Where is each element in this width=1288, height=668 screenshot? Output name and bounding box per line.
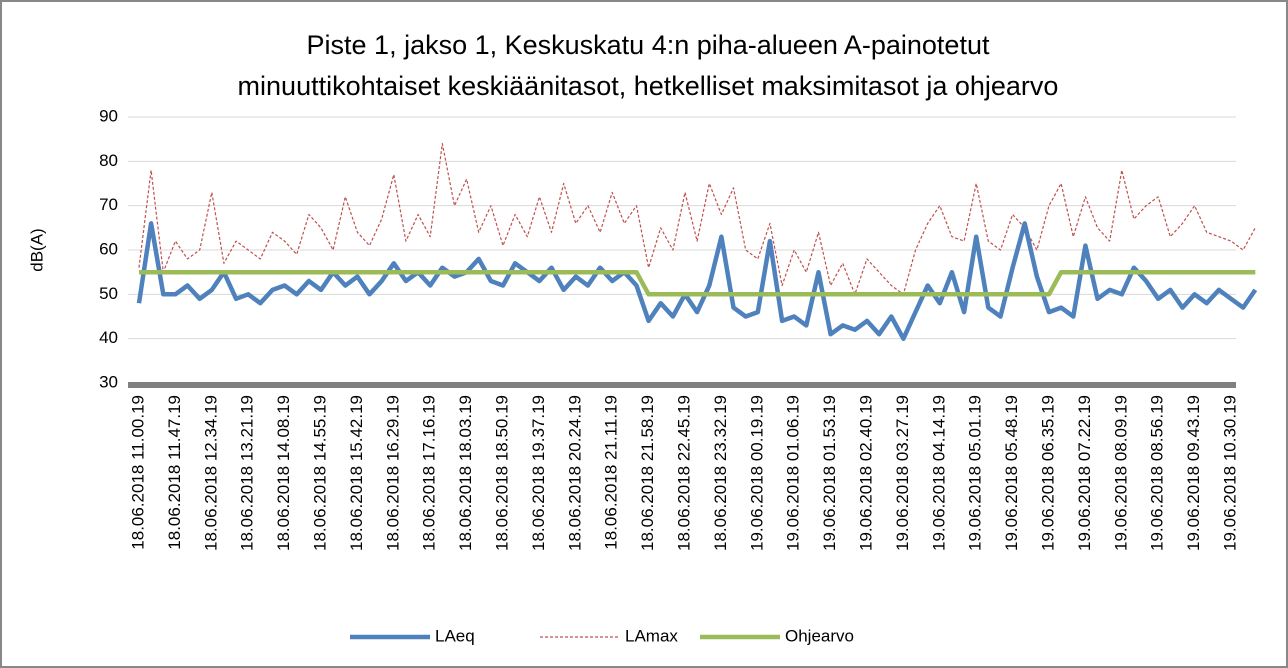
x-tick-label: 19.06.2018 02.40.19 (856, 395, 875, 551)
x-tick-label: 19.06.2018 04.14.19 (929, 395, 948, 551)
x-tick-label: 18.06.2018 18.03.19 (456, 395, 475, 551)
x-tick-label: 19.06.2018 07.22.19 (1075, 395, 1094, 551)
x-tick-label: 18.06.2018 15.42.19 (347, 395, 366, 551)
legend-label: LAeq (435, 626, 475, 645)
x-tick-label: 19.06.2018 08.56.19 (1148, 395, 1167, 551)
x-tick-label: 18.06.2018 21.58.19 (638, 395, 657, 551)
x-tick-label: 18.06.2018 19.37.19 (529, 395, 548, 551)
x-tick-label: 18.06.2018 21.11.19 (602, 395, 621, 550)
x-tick-label: 19.06.2018 01.06.19 (784, 395, 803, 551)
x-tick-label: 19.06.2018 05.48.19 (1002, 395, 1021, 551)
y-tick-label: 60 (99, 239, 118, 258)
legend-label: Ohjearvo (785, 626, 854, 645)
y-tick-label: 90 (99, 106, 118, 125)
x-tick-label: 19.06.2018 08.09.19 (1111, 395, 1130, 551)
series-line (139, 269, 1256, 297)
x-tick-label: 18.06.2018 23.32.19 (711, 395, 730, 551)
y-tick-label: 70 (99, 195, 118, 214)
x-tick-label: 18.06.2018 11.00.19 (128, 395, 147, 550)
x-tick-label: 19.06.2018 00.19.19 (747, 395, 766, 551)
x-tick-label: 19.06.2018 06.35.19 (1038, 395, 1057, 551)
x-tick-label: 18.06.2018 14.08.19 (274, 395, 293, 551)
x-tick-label: 19.06.2018 03.27.19 (893, 395, 912, 551)
x-tick-label: 18.06.2018 14.55.19 (310, 395, 329, 551)
x-tick-label: 18.06.2018 13.21.19 (238, 395, 257, 551)
chart-title: Piste 1, jakso 1, Keskuskatu 4:n piha-al… (307, 30, 990, 60)
series-line (136, 221, 1258, 341)
x-tick-label: 19.06.2018 05.01.19 (966, 395, 985, 551)
x-tick-label: 19.06.2018 09.43.19 (1184, 395, 1203, 551)
x-tick-label: 18.06.2018 18.50.19 (492, 395, 511, 551)
x-tick-label: 19.06.2018 10.30.19 (1220, 395, 1239, 551)
x-tick-label: 18.06.2018 17.16.19 (420, 395, 439, 551)
y-tick-label: 30 (99, 372, 118, 391)
x-tick-label: 18.06.2018 22.45.19 (674, 395, 693, 551)
y-tick-label: 50 (99, 284, 118, 303)
chart-title: minuuttikohtaiset keskiäänitasot, hetkel… (238, 71, 1059, 101)
y-tick-label: 40 (99, 328, 118, 347)
series-line (138, 143, 1256, 295)
x-tick-label: 18.06.2018 16.29.19 (383, 395, 402, 551)
legend-label: LAmax (625, 626, 678, 645)
y-axis-label: dB(A) (27, 228, 46, 271)
x-tick-label: 18.06.2018 11.47.19 (165, 395, 184, 550)
y-tick-label: 80 (99, 151, 118, 170)
x-tick-label: 18.06.2018 12.34.19 (201, 395, 220, 551)
x-tick-label: 19.06.2018 01.53.19 (820, 395, 839, 551)
x-tick-label: 18.06.2018 20.24.19 (565, 395, 584, 551)
